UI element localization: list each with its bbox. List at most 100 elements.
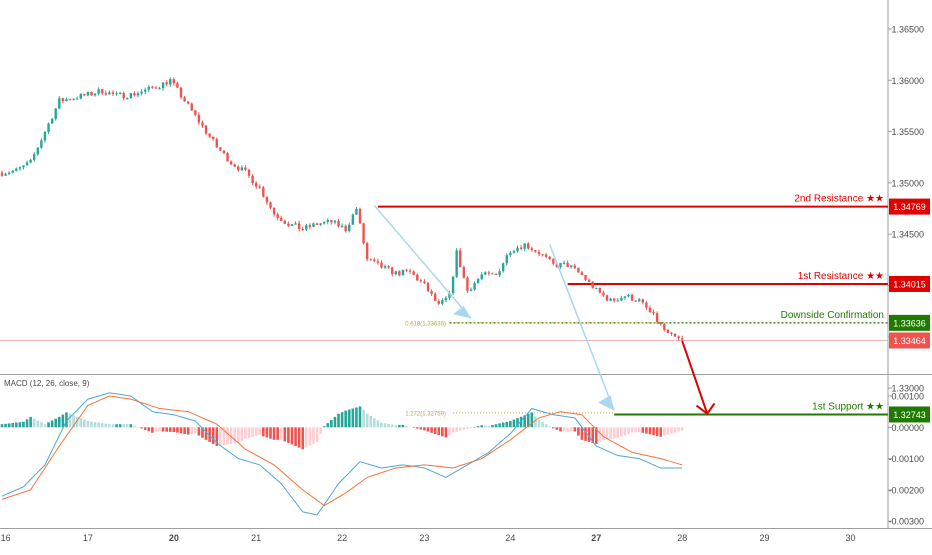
macd-histogram-bar	[272, 427, 276, 440]
macd-histogram-bar	[390, 424, 394, 428]
price-tick-label: 1.36000	[891, 76, 924, 86]
macd-histogram-bar	[562, 427, 566, 432]
macd-histogram-bar	[68, 413, 72, 428]
candle-body	[147, 86, 150, 90]
candle-body	[226, 153, 229, 162]
candle-body	[144, 89, 147, 92]
macd-histogram-bar	[344, 410, 347, 428]
price-tick-label: 1.35500	[891, 127, 924, 137]
macd-histogram-bar	[369, 415, 373, 428]
macd-histogram-bar	[448, 427, 451, 435]
macd-histogram-bar	[512, 419, 516, 428]
candle-body	[43, 132, 47, 141]
candle-body	[509, 252, 512, 256]
candle-body	[101, 89, 104, 94]
macd-histogram-bar	[347, 409, 351, 428]
macd-histogram-bar	[580, 427, 584, 440]
macd-histogram-bar	[423, 427, 426, 431]
level-price-tag	[889, 314, 930, 331]
candle-body	[419, 280, 423, 282]
macd-histogram-bar	[577, 427, 580, 436]
macd-histogram-bar	[330, 419, 333, 428]
candle-body	[247, 169, 251, 176]
candle-body	[186, 101, 190, 104]
candle-body	[136, 93, 140, 96]
level-price-label: 1.34769	[893, 202, 926, 212]
candle-body	[222, 150, 226, 154]
candle-body	[555, 263, 559, 268]
fib-label: 0.618(1.33636)	[405, 321, 446, 327]
candle-body	[68, 99, 72, 101]
macd-histogram-bar	[634, 427, 637, 433]
macd-histogram-bar	[126, 424, 129, 428]
grid	[0, 0, 932, 529]
macd-histogram-bar	[591, 427, 594, 443]
macd-indicator-title[interactable]: MACD (12, 26, close, 9)	[4, 379, 90, 388]
candle-body	[272, 207, 276, 215]
macd-histogram-bar	[308, 427, 312, 446]
candle-body	[22, 165, 25, 168]
macd-histogram-bar	[516, 418, 519, 428]
macd-histogram-bar	[455, 427, 458, 432]
candle-body	[351, 214, 355, 225]
macd-histogram-bar	[415, 427, 419, 429]
macd-tick-label: 0.00000	[891, 423, 924, 433]
macd-histogram-bar	[229, 427, 233, 444]
candle-body	[641, 299, 645, 303]
macd-histogram-bar	[526, 413, 530, 428]
candle-body	[512, 251, 516, 253]
macd-histogram-bar	[383, 423, 387, 428]
macd-axis[interactable]: 0.00100 0.00000 -0.00100 -0.00200 -0.00300	[888, 392, 924, 527]
macd-histogram-bar	[118, 424, 122, 428]
macd-histogram-bar	[75, 416, 79, 428]
macd-histogram-bar	[0, 424, 4, 428]
candle-body	[129, 93, 133, 98]
macd-histogram-bar	[405, 425, 408, 428]
candle-body	[276, 214, 279, 218]
light-arrow-2-head	[598, 395, 615, 411]
macd-histogram-bar	[301, 427, 305, 450]
candle-body	[151, 86, 154, 88]
candle-body	[212, 136, 215, 140]
candle-body	[645, 302, 648, 308]
candle-body	[580, 272, 584, 276]
macd-histogram-bar	[401, 424, 405, 428]
macd-histogram-bar	[677, 427, 680, 432]
macd-histogram-bar	[523, 415, 526, 428]
macd-histogram-bar	[648, 427, 652, 435]
macd-histogram-bar	[544, 424, 548, 428]
macd-histogram-bar	[573, 427, 577, 432]
macd-histogram-bar	[616, 427, 620, 439]
candle-body	[469, 289, 473, 291]
macd-histogram-bar	[22, 421, 25, 428]
macd-histogram-bar	[333, 416, 337, 428]
macd-histogram-bar	[408, 426, 412, 428]
macd-histogram-bar	[433, 427, 437, 434]
candle-body	[473, 283, 476, 290]
candle-body	[61, 98, 65, 102]
candle-body	[659, 322, 662, 325]
candle-body	[326, 220, 329, 222]
macd-histogram-bar	[398, 425, 401, 428]
candle-body	[15, 168, 18, 171]
candle-body	[161, 82, 165, 89]
level-labels: 2nd Resistance ★★ 1.34769 1st Resistance ★…	[405, 194, 930, 423]
candle-body	[344, 225, 347, 231]
macd-histogram-bar	[254, 427, 258, 437]
candle-body	[491, 273, 494, 275]
macd-histogram-bar	[663, 427, 666, 436]
macd-histogram-bar	[476, 426, 480, 428]
macd-histogram-bar	[509, 421, 512, 428]
candle-body	[269, 202, 272, 208]
macd-histogram-bar	[108, 424, 111, 428]
macd-histogram-bar	[552, 427, 555, 429]
candle-body	[609, 298, 612, 301]
candlestick-series	[0, 77, 684, 342]
macd-histogram-bar	[183, 427, 186, 434]
candle-body	[505, 255, 508, 264]
macd-histogram-bar	[587, 427, 591, 442]
time-axis[interactable]: 16 17 20 21 22 23 24 27 28 29 30	[1, 533, 856, 543]
macd-histogram-bar	[140, 427, 143, 429]
candle-body	[391, 267, 394, 275]
